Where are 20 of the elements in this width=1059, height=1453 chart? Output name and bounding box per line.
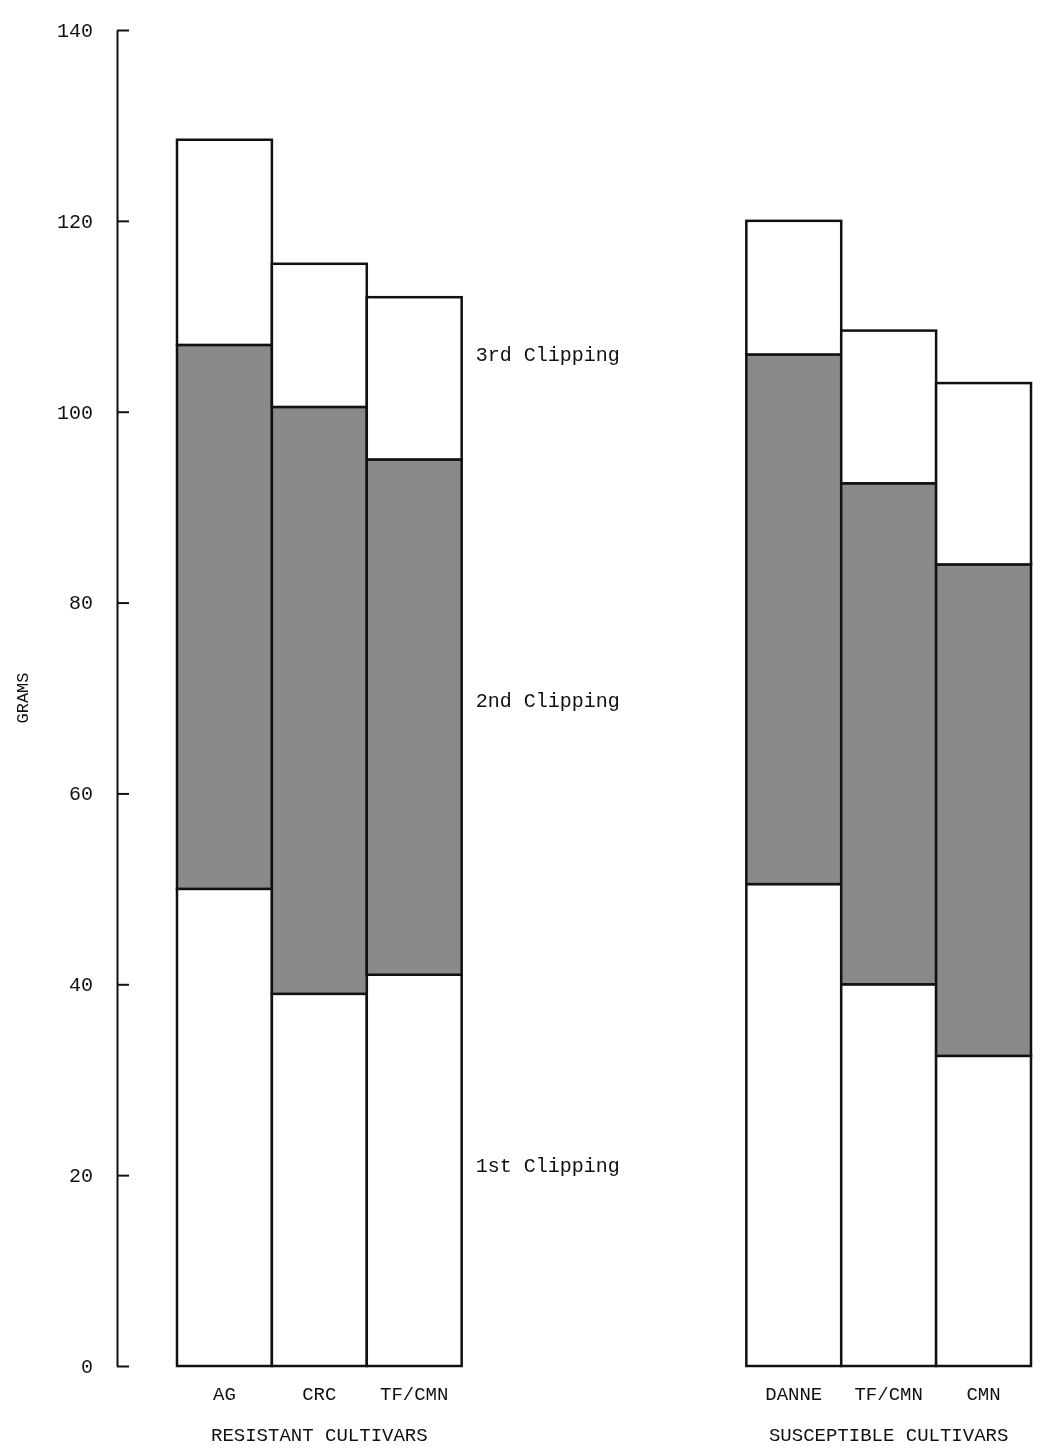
y-tick-label: 80 <box>68 592 93 616</box>
y-tick-label: 0 <box>80 1355 93 1379</box>
x-tick-label: CMN <box>966 1384 1001 1406</box>
y-tick-label: 20 <box>68 1165 93 1189</box>
x-tick-label: DANNE <box>765 1384 823 1406</box>
y-axis-title: GRAMS <box>14 672 33 724</box>
y-tick-label: 40 <box>68 974 93 998</box>
text: SUSCEPTIBLE CULTIVARS <box>768 1425 1009 1447</box>
x-tick-label: TF/CMN <box>380 1384 449 1406</box>
series-label: 3rd Clipping <box>475 344 620 368</box>
text: RESISTANT CULTIVARS <box>211 1425 428 1447</box>
series-label: 1st Clipping <box>475 1154 620 1178</box>
x-tick-label: AG <box>213 1384 236 1406</box>
y-tick-label: 60 <box>68 783 93 807</box>
y-tick-label: 100 <box>56 401 93 425</box>
y-tick-label: 120 <box>56 210 93 234</box>
y-tick-label: 140 <box>56 19 93 43</box>
x-tick-label: CRC <box>302 1384 337 1406</box>
series-label: 2nd Clipping <box>475 689 620 713</box>
x-tick-label: TF/CMN <box>854 1384 923 1406</box>
